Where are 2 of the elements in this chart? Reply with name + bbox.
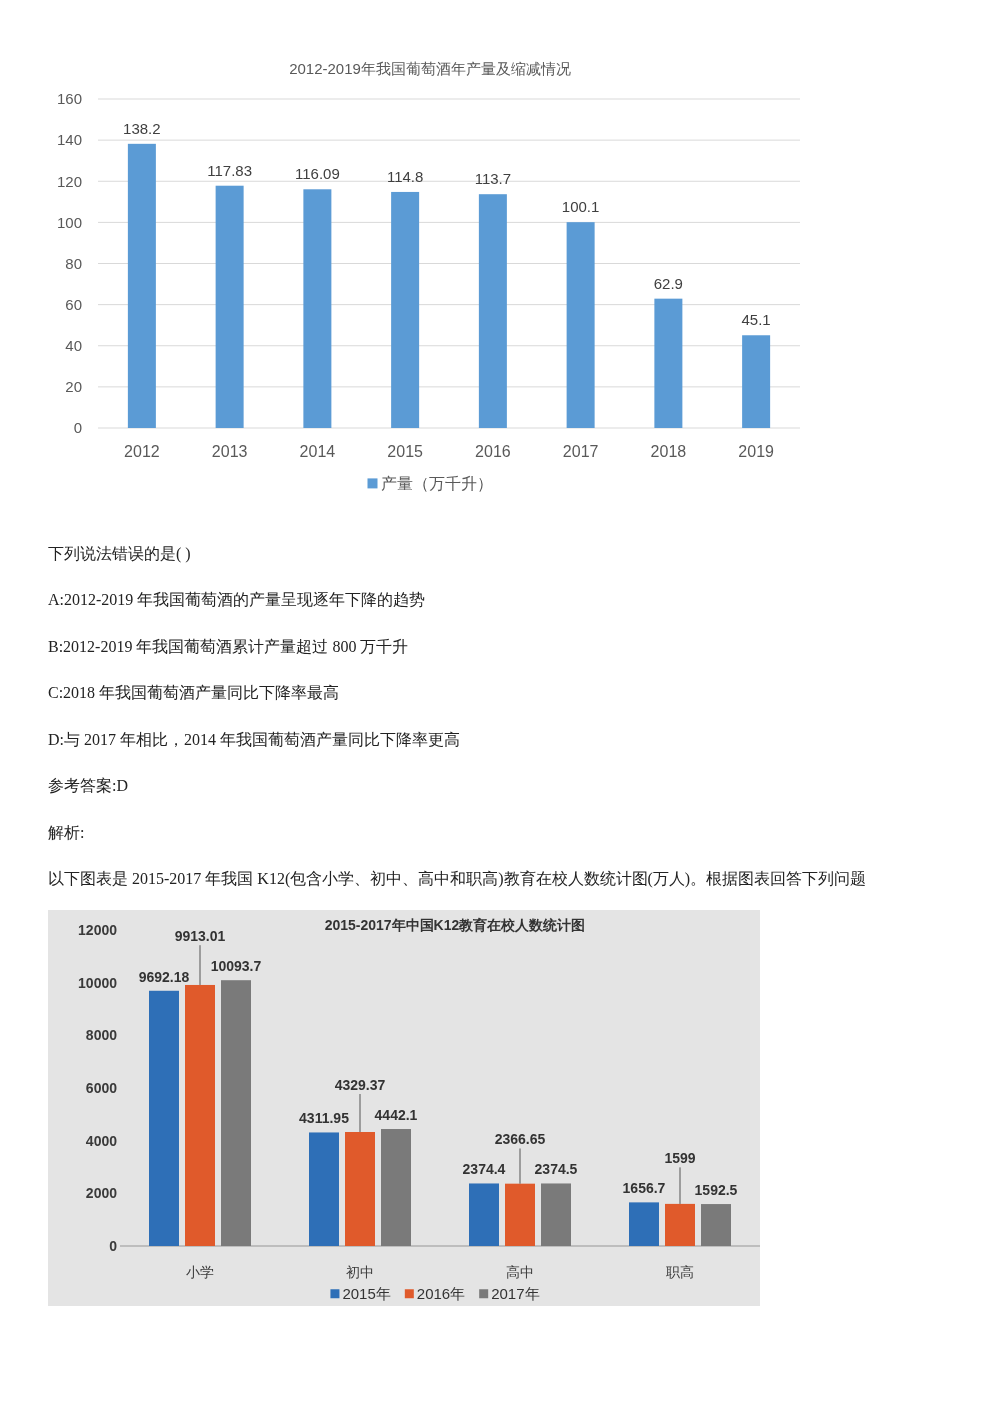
title: 2012-2019年我国葡萄酒年产量及缩减情况 [289,60,571,77]
title: 2015-2017年中国K12教育在校人数统计图 [324,917,586,933]
